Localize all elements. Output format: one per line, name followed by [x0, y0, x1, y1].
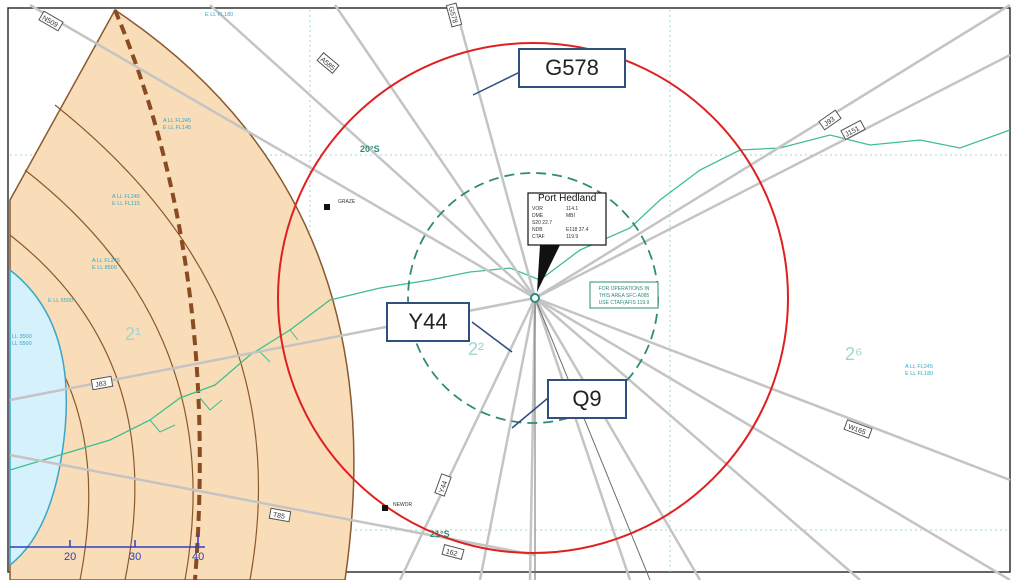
highlight-circle: [277, 42, 789, 554]
airspace-label: LL 3500: [12, 334, 32, 340]
airspace-label: A LL FL245: [905, 364, 933, 370]
route-label-j83: J83: [95, 380, 107, 389]
airspace-label: E LL FL145: [163, 125, 191, 131]
airspace-sector: [9, 8, 355, 580]
airspace-label: E LL FL180: [205, 12, 233, 18]
route-label-g578: G578: [447, 6, 458, 24]
route-label-162: 162: [445, 548, 458, 558]
callout-y44: Y44: [386, 302, 470, 342]
airspace-label: E LL FL115: [112, 201, 140, 207]
airport-row-value: 119.9: [566, 234, 578, 240]
latitude-label-20s: 20°S: [360, 144, 380, 154]
zone-label: 2¹: [125, 324, 141, 344]
coastline-detail: [149, 329, 299, 433]
ctaf-note: FOR OPERATIONS IN THIS AREA SFC-A085 USE…: [589, 281, 659, 309]
airport-row-key: DME: [532, 213, 544, 219]
airport-name: Port Hedland: [538, 193, 596, 204]
scale-tick-label: 40: [192, 551, 204, 563]
airspace-label: LL 5500: [12, 341, 32, 347]
airport-info-box: Port Hedland VOR 114.1 DME MBI S20 22.7 …: [527, 192, 607, 246]
control-zone: [9, 268, 68, 567]
airport-row-value: S20 22.7: [532, 220, 552, 226]
waypoint-graze-label: GRAZE: [338, 199, 356, 205]
airspace-labels: A LL FL245 E LL FL145 A LL FL245 E LL FL…: [12, 12, 933, 377]
latitude-label-21s: 21°S: [430, 529, 450, 539]
airspace-label: E LL 8500: [92, 265, 117, 271]
zone-label: 2⁶: [845, 344, 862, 364]
waypoint-newor-label: NEWOR: [393, 502, 413, 508]
route-label-t85: T85: [272, 512, 285, 521]
airport-row-value: MBI: [566, 213, 575, 219]
ctaf-note-line: FOR OPERATIONS IN: [599, 286, 650, 292]
airport-symbol: [530, 293, 540, 303]
waypoint-graze-symbol: [324, 204, 330, 210]
callout-q9: Q9: [547, 379, 627, 419]
airport-row-key: NDB: [532, 227, 543, 233]
scale-bar: [10, 534, 205, 548]
airport-row-key: CTAF: [532, 234, 545, 240]
airport-row-value: 114.1: [566, 206, 578, 212]
scale-tick-label: 20: [64, 551, 76, 563]
fir-boundary: [113, 9, 202, 580]
airport-row-value: E118 37.4: [566, 227, 589, 233]
ctaf-note-line: THIS AREA SFC-A085: [599, 293, 650, 299]
airspace-label: E LL FL180: [905, 371, 933, 377]
callout-leader-g578: [472, 71, 521, 96]
callout-leader-q9: [511, 397, 549, 429]
ctaf-note-line: USE CTAF(AFIS 119.9: [599, 300, 650, 306]
airways: [9, 3, 1011, 580]
airspace-label: E LL 6500: [48, 298, 73, 304]
waypoint-newor-symbol: [382, 505, 388, 511]
airspace-label: A LL FL245: [163, 118, 191, 124]
scale-tick-label: 30: [129, 551, 141, 563]
airport-callout-pointer: [537, 245, 560, 292]
callout-g578: G578: [518, 48, 626, 88]
coastline: [9, 129, 1011, 471]
callout-leader-y44: [471, 321, 513, 353]
zone-label: 2²: [468, 339, 484, 359]
route-labels: N509 A585 G578 J93 J151 J83 W165 T85 Y44…: [38, 2, 873, 561]
airspace-label: A LL FL245: [92, 258, 120, 264]
airport-row-key: VOR: [532, 206, 543, 212]
airspace-label: A LL FL245: [112, 194, 140, 200]
route-label-y44: Y44: [438, 480, 449, 494]
